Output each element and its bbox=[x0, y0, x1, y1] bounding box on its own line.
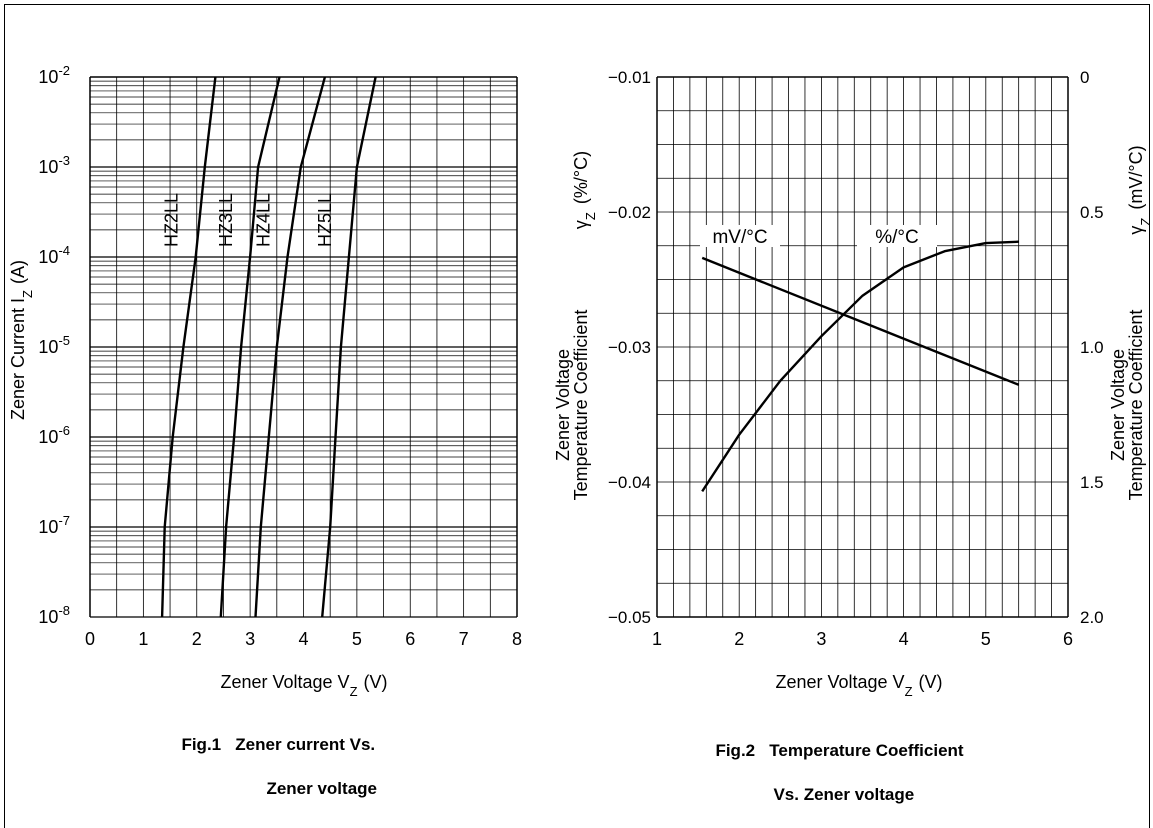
fig2-series-line-percent bbox=[701, 240, 1019, 493]
fig2-left-label-line2: Temperature Coefficient bbox=[571, 310, 591, 501]
fig2-left-tick-label: −0.02 bbox=[608, 203, 651, 222]
fig2-right-label-line2: Temperature Coefficient bbox=[1126, 310, 1146, 501]
fig2-left-tick-label: −0.04 bbox=[608, 473, 651, 492]
fig1-chart: HZ2LL HZ3LL HZ4LL HZ5LL 0 1 2 3 4 5 6 7 8 10-8 10-7 10… bbox=[8, 63, 522, 699]
fig2-x-tick-label: 5 bbox=[981, 629, 991, 649]
fig2-x-axis-label: Zener Voltage VZ (V) bbox=[775, 672, 942, 699]
fig2-right-label-line1: Zener Voltage bbox=[1108, 349, 1128, 461]
fig1-caption-number: Fig.1 bbox=[181, 735, 222, 754]
fig1-x-tick-label: 3 bbox=[245, 629, 255, 649]
fig1-x-tick-label: 5 bbox=[352, 629, 362, 649]
fig1-series-label: HZ4LL bbox=[254, 193, 274, 247]
fig2-ticks: 1 2 3 4 5 6 −0.01 −0.02 −0.03 −0.04 −0.05 0 0.5 1.0 1.… bbox=[608, 68, 1104, 649]
fig2-x-tick-label: 2 bbox=[734, 629, 744, 649]
fig1-x-tick-label: 0 bbox=[85, 629, 95, 649]
fig2-right-label-symbol: γZ(mV/°C) bbox=[1126, 145, 1153, 234]
fig1-series-line-hz2ll bbox=[160, 76, 217, 618]
fig1-series-label: HZ5LL bbox=[315, 193, 335, 247]
fig1-caption-line2: Zener voltage bbox=[266, 779, 377, 798]
fig2-left-tick-label: −0.03 bbox=[608, 338, 651, 357]
fig2-x-tick-label: 3 bbox=[816, 629, 826, 649]
fig1-series-label: HZ3LL bbox=[216, 193, 236, 247]
fig1-y-tick-label: 10-5 bbox=[38, 333, 70, 357]
fig1-series-label: HZ2LL bbox=[162, 193, 182, 247]
fig2-series-label-bg bbox=[857, 225, 937, 247]
fig1-y-tick-label: 10-7 bbox=[38, 513, 70, 537]
fig1-x-tick-label: 8 bbox=[512, 629, 522, 649]
fig1-x-axis-label: Zener Voltage VZ (V) bbox=[220, 672, 387, 699]
fig2-x-tick-label: 4 bbox=[899, 629, 909, 649]
fig2-left-tick-label: −0.05 bbox=[608, 608, 651, 627]
fig1-y-tick-label: 10-4 bbox=[38, 243, 70, 267]
page-frame bbox=[4, 4, 1150, 828]
fig1-y-tick-label: 10-2 bbox=[38, 63, 70, 87]
fig1-y-tick-label: 10-8 bbox=[38, 603, 70, 627]
fig2-caption-number: Fig.2 bbox=[715, 741, 756, 760]
fig2-x-tick-label: 6 bbox=[1063, 629, 1073, 649]
fig1-x-tick-label: 1 bbox=[138, 629, 148, 649]
fig1-caption: Fig.1 Zener current Vs. Zener voltage bbox=[172, 712, 377, 800]
fig2-right-tick-label: 0.5 bbox=[1080, 203, 1104, 222]
fig2-left-label-line1: Zener Voltage bbox=[553, 349, 573, 461]
fig2-series-line-mv bbox=[701, 256, 1020, 386]
fig2-series-label-bg bbox=[700, 225, 780, 247]
fig1-y-tick-label: 10-6 bbox=[38, 423, 70, 447]
fig1-x-tick-label: 2 bbox=[192, 629, 202, 649]
fig2-grid bbox=[656, 76, 1069, 618]
fig1-caption-line1: Zener current Vs. bbox=[235, 735, 376, 754]
fig2-caption-line1: Temperature Coefficient bbox=[769, 741, 964, 760]
fig2-x-tick-label: 1 bbox=[652, 629, 662, 649]
fig2-caption-line2: Vs. Zener voltage bbox=[773, 785, 915, 804]
fig2-chart: mV/°C %/°C 1 2 3 4 5 6 −0.01 −0.02 −0.03 −0.04 −0.0… bbox=[553, 68, 1153, 699]
fig1-series: HZ2LL HZ3LL HZ4LL HZ5LL bbox=[160, 76, 377, 618]
fig1-x-tick-label: 7 bbox=[459, 629, 469, 649]
fig1-y-tick-label: 10-3 bbox=[38, 153, 70, 177]
fig1-x-tick-label: 6 bbox=[405, 629, 415, 649]
fig2-right-tick-label: 1.0 bbox=[1080, 338, 1104, 357]
fig1-series-line-hz3ll bbox=[219, 76, 281, 618]
fig1-x-tick-label: 4 bbox=[298, 629, 308, 649]
fig2-left-label-symbol: γZ(%/°C) bbox=[571, 151, 598, 229]
fig2-caption: Fig.2 Temperature Coefficient Vs. Zener … bbox=[706, 718, 964, 806]
fig2-series-label: mV/°C bbox=[712, 227, 767, 248]
fig2-left-axis-label: Zener Voltage Temperature Coefficient γZ… bbox=[553, 151, 598, 500]
fig2-left-tick-label: −0.01 bbox=[608, 68, 651, 87]
fig1-ticks: 0 1 2 3 4 5 6 7 8 10-8 10-7 10-6 10-5 10-4 10-3 10-2 bbox=[38, 63, 522, 649]
fig2-series-label: %/°C bbox=[875, 227, 919, 248]
fig1-y-axis-label: Zener Current IZ(A) bbox=[8, 260, 35, 420]
fig1-series-line-hz4ll bbox=[254, 76, 327, 618]
fig1-series-line-hz5ll bbox=[321, 76, 377, 618]
fig2-right-axis-label: Zener Voltage Temperature Coefficient γZ… bbox=[1108, 145, 1153, 500]
fig2-right-tick-label: 1.5 bbox=[1080, 473, 1104, 492]
fig2-right-tick-label: 2.0 bbox=[1080, 608, 1104, 627]
fig2-right-tick-label: 0 bbox=[1080, 68, 1089, 87]
fig2-series: mV/°C %/°C bbox=[700, 225, 1020, 493]
